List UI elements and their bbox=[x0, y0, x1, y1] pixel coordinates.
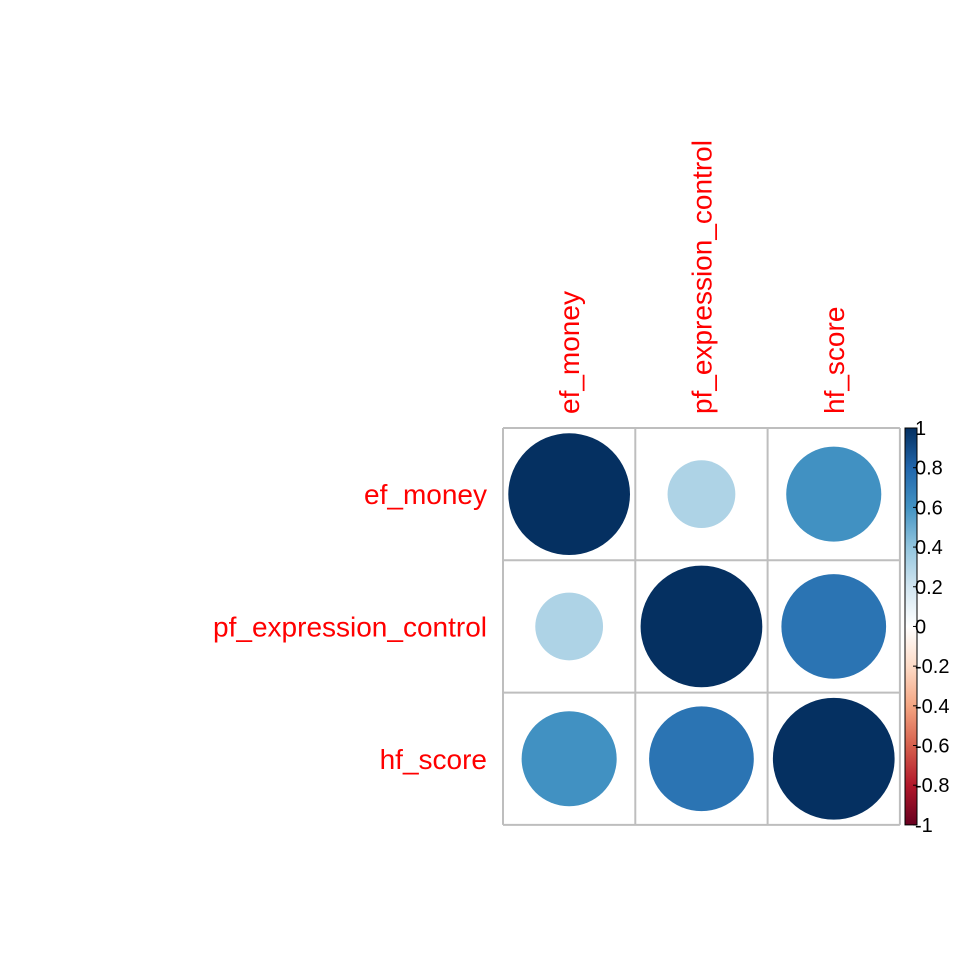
corr-circle-ef_money-ef_money bbox=[508, 433, 631, 556]
column-labels: ef_money pf_expression_control hf_score bbox=[554, 140, 850, 414]
col-label-pf_expression_control: pf_expression_control bbox=[686, 140, 717, 414]
colorbar-tick-label: -0.6 bbox=[915, 736, 949, 758]
col-label-hf_score: hf_score bbox=[819, 307, 850, 414]
corr-circle-pf_expression_control-ef_money bbox=[535, 592, 604, 661]
colorbar-tick-label: -1 bbox=[915, 815, 933, 837]
row-label-ef_money: ef_money bbox=[364, 479, 487, 510]
colorbar-tick-label: -0.8 bbox=[915, 775, 949, 797]
corr-circle-ef_money-pf_expression_control bbox=[667, 460, 736, 529]
colorbar-tick-label: 0.6 bbox=[915, 497, 943, 519]
row-labels: ef_money pf_expression_control hf_score bbox=[213, 479, 487, 775]
col-label-ef_money: ef_money bbox=[554, 291, 585, 414]
row-label-hf_score: hf_score bbox=[380, 744, 487, 775]
colorbar-tick-label: 0 bbox=[915, 616, 926, 638]
colorbar-tick-label: -0.4 bbox=[915, 696, 949, 718]
corr-circle-ef_money-hf_score bbox=[786, 446, 882, 542]
corr-circle-pf_expression_control-hf_score bbox=[781, 574, 887, 679]
colorbar-tick-label: 0.4 bbox=[915, 537, 943, 559]
corr-circle-hf_score-pf_expression_control bbox=[649, 706, 754, 812]
color-legend: 1 0.8 0.6 0.4 0.2 0 -0.2 -0.4 -0.6 -0.8 -1 bbox=[904, 418, 949, 837]
corr-circle-pf_expression_control-pf_expression_control bbox=[640, 565, 763, 688]
colorbar-tick-label: -0.2 bbox=[915, 656, 949, 678]
corr-circle-hf_score-ef_money bbox=[521, 711, 617, 807]
row-label-pf_expression_control: pf_expression_control bbox=[213, 611, 487, 642]
matrix-grid bbox=[502, 427, 901, 826]
correlation-circles bbox=[508, 433, 895, 820]
colorbar-tick-label: 1 bbox=[915, 418, 926, 440]
colorbar-tick-label: 0.8 bbox=[915, 458, 943, 480]
colorbar-tick-label: 0.2 bbox=[915, 577, 943, 599]
corr-circle-hf_score-hf_score bbox=[772, 697, 895, 820]
